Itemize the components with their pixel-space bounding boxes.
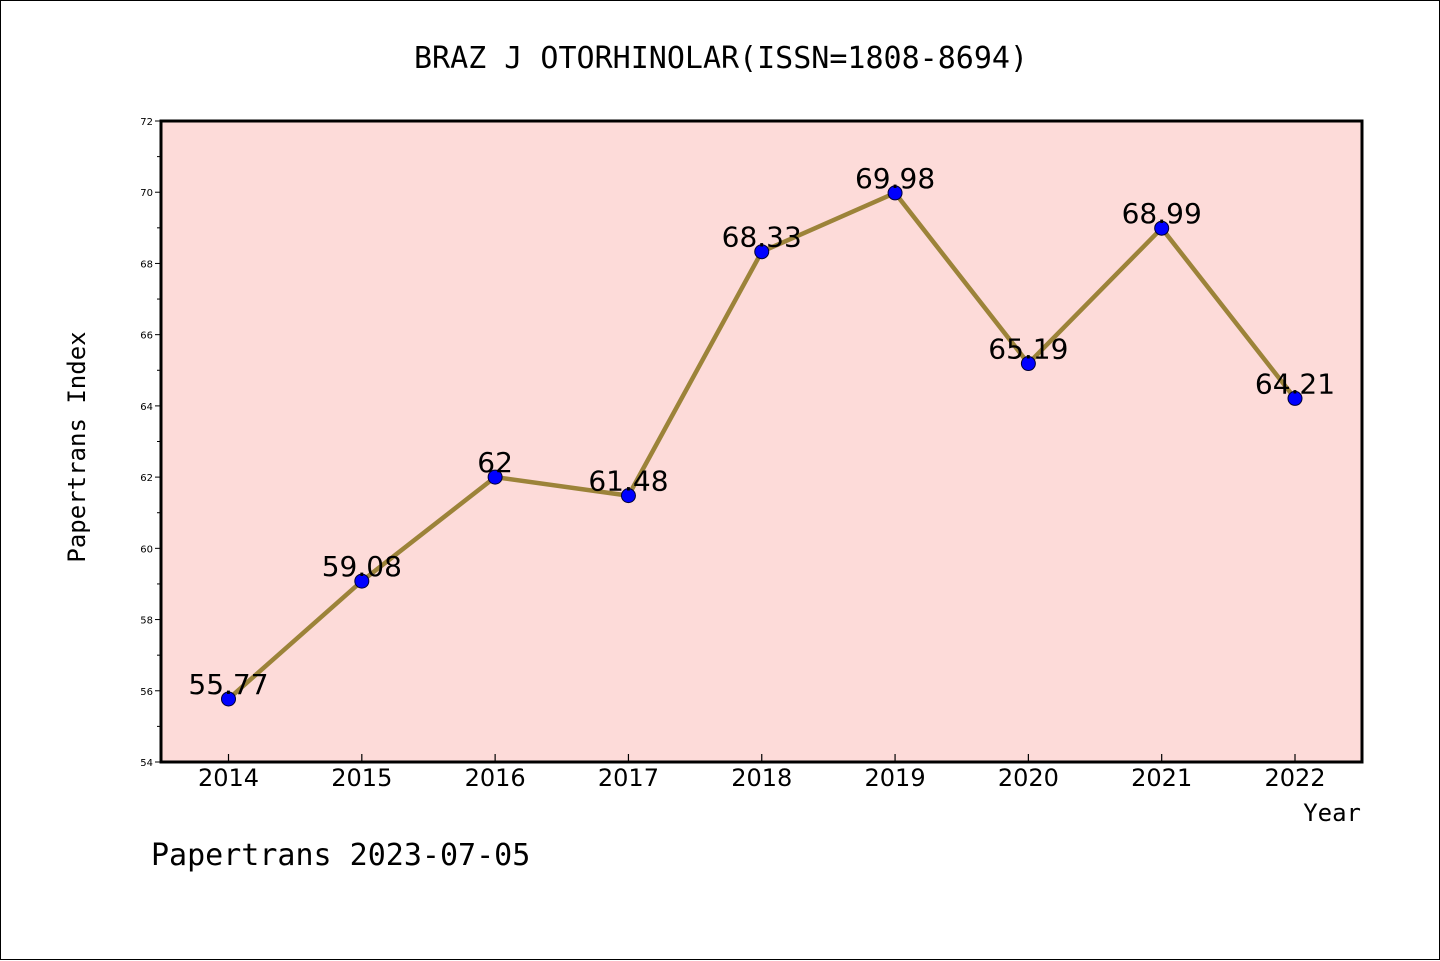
x-tick-label: 2019 <box>865 764 926 792</box>
data-point-marker <box>887 185 903 201</box>
data-label: 65.19 <box>988 333 1068 366</box>
data-label: 62 <box>477 446 513 479</box>
series-layer <box>221 185 1303 707</box>
data-point-marker <box>1020 356 1036 372</box>
x-tick-label: 2017 <box>598 764 659 792</box>
data-label: 68.99 <box>1122 197 1202 230</box>
data-label: 68.33 <box>722 221 802 254</box>
x-axis-label: Year <box>1303 799 1361 827</box>
data-label: 69.98 <box>855 162 935 195</box>
y-tick-label: 58 <box>140 616 153 627</box>
y-axis-ticks: 54 56 58 60 62 64 66 68 70 72 <box>140 117 161 769</box>
data-label-layer: 55.77 59.08 62 61.48 68.33 69.98 65.19 68.99 64.… <box>188 162 1335 701</box>
y-axis-label: Papertrans Index <box>63 331 91 562</box>
y-tick-label: 66 <box>140 331 153 342</box>
data-label: 61.48 <box>588 465 668 498</box>
data-label: 55.77 <box>188 668 268 701</box>
y-tick-label: 60 <box>140 544 153 555</box>
y-tick-label: 70 <box>140 188 153 199</box>
data-label: 59.08 <box>322 550 402 583</box>
chart-title: BRAZ J OTORHINOLAR(ISSN=1808-8694) <box>414 41 1028 76</box>
footer-date: Papertrans 2023-07-05 <box>151 838 530 873</box>
x-tick-label: 2014 <box>198 764 259 792</box>
x-tick-label: 2020 <box>998 764 1059 792</box>
y-tick-label: 64 <box>140 402 153 413</box>
data-point-marker <box>354 573 370 589</box>
x-tick-label: 2016 <box>465 764 526 792</box>
x-tick-label: 2015 <box>331 764 392 792</box>
data-point-marker <box>754 244 770 260</box>
data-point-marker <box>620 488 636 504</box>
y-tick-label: 56 <box>140 687 153 698</box>
y-tick-label: 72 <box>140 117 153 128</box>
x-axis-ticks: 2014 2015 2016 2017 2018 2019 2020 2021 2022 <box>198 754 1326 792</box>
y-tick-label: 54 <box>140 758 153 769</box>
x-tick-label: 2021 <box>1131 764 1192 792</box>
data-point-marker <box>221 691 236 707</box>
y-tick-label: 68 <box>140 259 153 270</box>
data-point-marker <box>1154 220 1170 236</box>
y-tick-label: 62 <box>140 473 153 484</box>
data-point-marker <box>487 469 503 485</box>
x-tick-label: 2018 <box>731 764 792 792</box>
data-point-marker <box>1287 390 1303 406</box>
x-tick-label: 2022 <box>1264 764 1325 792</box>
data-label: 64.21 <box>1255 367 1335 400</box>
